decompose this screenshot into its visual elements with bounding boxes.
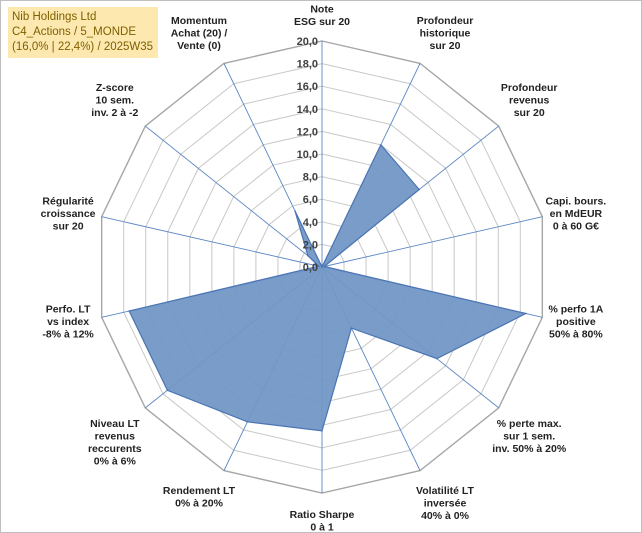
- tick-label: 16,0: [297, 81, 318, 93]
- axis-label: Niveau LT revenus reccurents 0% à 6%: [88, 418, 142, 468]
- tick-label: 10,0: [297, 149, 318, 161]
- data-point: [525, 312, 527, 315]
- axis-label: Ratio Sharpe 0 à 1: [290, 509, 355, 533]
- axis-label: Momentum Achat (20) / Vente (0): [171, 15, 228, 52]
- data-point: [350, 327, 353, 329]
- data-point: [436, 357, 438, 360]
- axis-label: Profondeur historique sur 20: [417, 15, 474, 52]
- axis-spoke: [321, 216, 543, 268]
- data-point: [317, 265, 320, 268]
- chart-title-box: Nib Holdings Ltd C4_Actions / 5_MONDE (1…: [8, 7, 158, 58]
- data-point: [321, 266, 323, 268]
- data-point: [321, 430, 323, 432]
- radar-series: [128, 143, 528, 432]
- axis-label: Perfo. LT vs index -8% à 12%: [42, 303, 94, 340]
- radial-tick-labels: 0,0 2,0 4,0 6,0 8,0 10,0 12,0 14,0 16,0 18,0 20,0: [297, 36, 318, 274]
- tick-label: 0,0: [303, 262, 318, 274]
- tick-label: 12,0: [297, 126, 318, 138]
- axis-label: Z-score 10 sem. inv. 2 à -2: [91, 82, 138, 119]
- tick-label: 8,0: [303, 172, 318, 184]
- data-point: [380, 144, 382, 146]
- axis-labels: Note ESG sur 20 Profondeur historique sur 20…: [41, 4, 607, 533]
- tick-label: 18,0: [297, 59, 318, 71]
- portfolio-name: C4_Actions / 5_MONDE: [12, 26, 136, 38]
- tick-label: 6,0: [303, 194, 318, 206]
- data-point: [246, 421, 249, 423]
- data-point: [323, 265, 326, 268]
- axis-spoke: [101, 216, 323, 268]
- axis-label: Note ESG sur 20: [294, 4, 350, 29]
- data-point: [294, 210, 296, 212]
- axis-label: Volatilité LT inversée 40% à 0%: [416, 485, 475, 522]
- axis-label: Profondeur revenus sur 20: [501, 82, 558, 119]
- data-point: [307, 254, 309, 257]
- axis-label: % perte max. sur 1 sem. inv. 50% à 20%: [492, 418, 567, 455]
- tick-label: 20,0: [297, 36, 318, 48]
- axis-label: Rendement LT 0% à 20%: [163, 485, 236, 510]
- tick-label: 2,0: [303, 239, 318, 251]
- data-point: [166, 389, 169, 392]
- axis-label: Régularité croissance sur 20: [41, 196, 96, 233]
- data-point: [418, 188, 421, 191]
- axis-label: Capi. bours. en MdEUR 0 à 60 G€: [546, 196, 607, 233]
- axis-label: % perfo 1A positive 50% à 80%: [548, 303, 603, 340]
- axis-spoke: [145, 125, 323, 268]
- tick-label: 14,0: [297, 104, 318, 116]
- tick-label: 4,0: [303, 217, 318, 229]
- data-point: [128, 310, 130, 312]
- company-name: Nib Holdings Ltd: [12, 11, 97, 23]
- score-period: (16,0% | 22,4%) / 2025W35: [12, 41, 154, 53]
